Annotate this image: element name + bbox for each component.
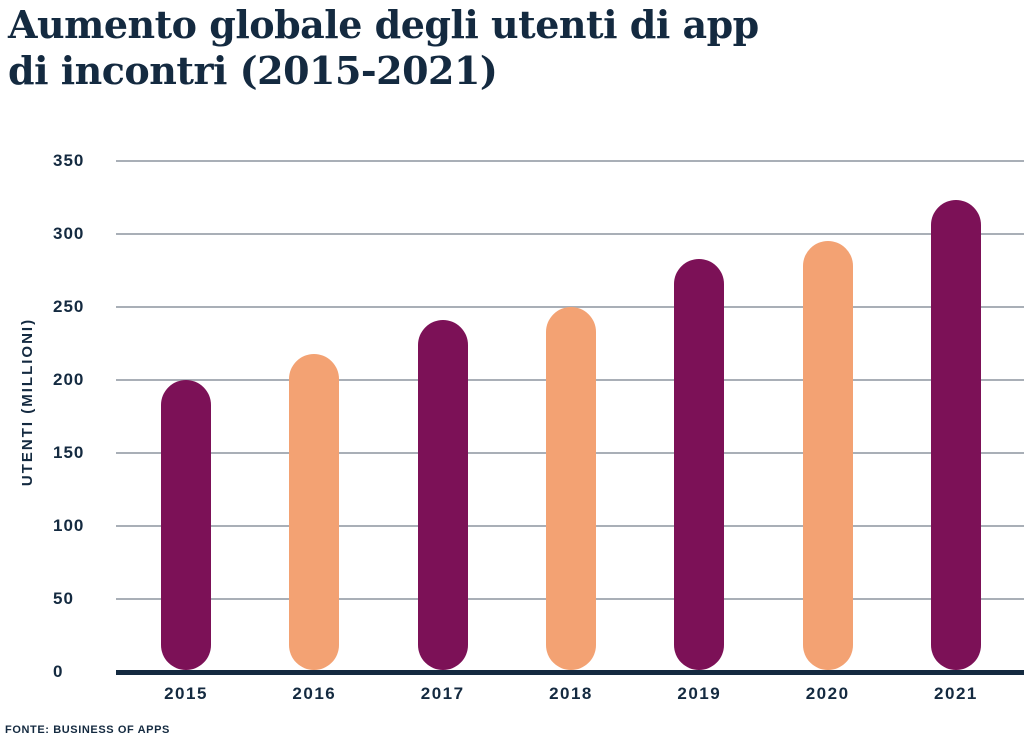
- bar-2018: [545, 307, 596, 670]
- y-tick-label-250: 250: [53, 297, 85, 316]
- x-tick-label-2021: 2021: [934, 684, 978, 703]
- chart-title: Aumento globale degli utenti di app di i…: [8, 2, 759, 94]
- x-tick-label-2018: 2018: [549, 684, 593, 703]
- y-tick-label-150: 150: [53, 443, 85, 462]
- gridline-350: [116, 160, 1024, 162]
- bar-2021: [930, 200, 981, 670]
- chart-title-line2: di incontri (2015-2021): [8, 48, 498, 93]
- chart-title-line1: Aumento globale degli utenti di app: [8, 2, 759, 47]
- y-tick-label-300: 300: [53, 224, 85, 243]
- bar-2019: [674, 258, 725, 670]
- bar-2017: [417, 320, 468, 670]
- gridline-300: [116, 233, 1024, 235]
- x-tick-label-2019: 2019: [677, 684, 722, 703]
- x-tick-label-2016: 2016: [292, 684, 337, 703]
- x-tick-label-2020: 2020: [805, 684, 850, 703]
- bar-2016: [289, 353, 340, 670]
- source-credit: FONTE: BUSINESS OF APPS: [5, 724, 170, 736]
- y-tick-label-350: 350: [53, 151, 85, 170]
- y-tick-label-0: 0: [53, 662, 64, 681]
- x-axis-baseline: [116, 670, 1024, 675]
- x-tick-label-2017: 2017: [420, 684, 465, 703]
- bar-2020: [802, 241, 853, 670]
- bar-2015: [161, 380, 211, 670]
- y-tick-label-200: 200: [53, 370, 85, 389]
- y-axis-title: UTENTI (MILLIONI): [19, 317, 36, 487]
- y-tick-label-100: 100: [53, 516, 85, 535]
- x-tick-label-2015: 2015: [164, 684, 208, 703]
- y-tick-label-50: 50: [53, 589, 74, 608]
